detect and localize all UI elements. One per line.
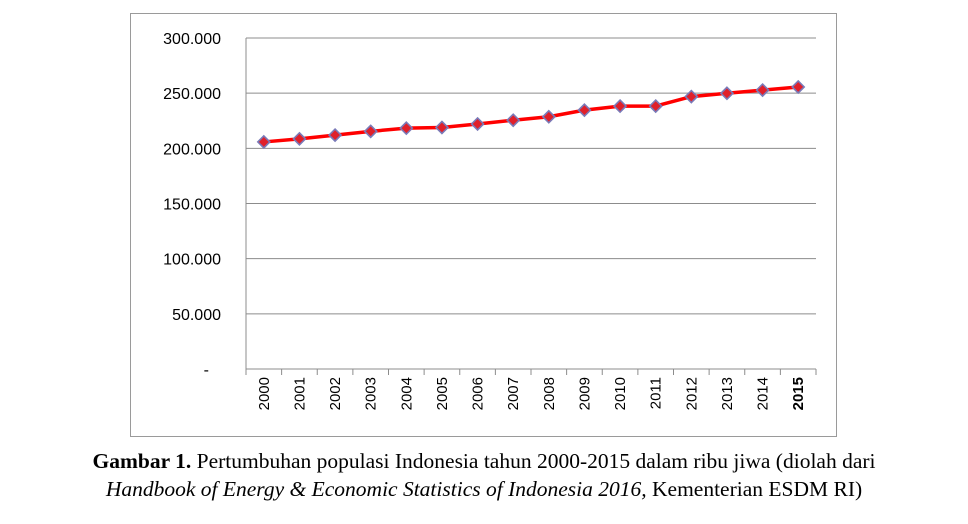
population-line-chart: 300.000 250.000 200.000 150.000 100.000 50.00… [163, 31, 817, 410]
y-tick-label: - [204, 362, 209, 379]
data-point-marker [256, 134, 271, 150]
caption-text: Pertumbuhan populasi Indonesia tahun 200… [191, 449, 876, 473]
caption-line-1: Gambar 1. Pertumbuhan populasi Indonesia… [0, 447, 968, 475]
data-point-marker [684, 89, 699, 104]
figure-caption: Gambar 1. Pertumbuhan populasi Indonesia… [0, 447, 968, 503]
x-tick-label: 2014 [755, 377, 772, 410]
y-tick-label: 100.000 [163, 252, 221, 269]
y-tick-label: 200.000 [163, 141, 221, 158]
data-point-marker [434, 120, 450, 135]
x-tick-label: 2012 [683, 377, 700, 410]
y-tick-label: 300.000 [163, 31, 221, 48]
data-point-marker [399, 121, 414, 136]
data-point-marker [755, 82, 770, 98]
data-point-marker [541, 109, 556, 124]
y-tick-label: 150.000 [163, 197, 221, 214]
caption-label: Gambar 1. [92, 449, 192, 473]
data-point-marker [719, 86, 735, 101]
x-tick-label: 2013 [719, 377, 736, 410]
x-tick-label: 2005 [434, 377, 451, 410]
data-point-marker [506, 113, 521, 128]
data-point-marker [791, 79, 806, 95]
y-tick-label: 50.000 [172, 307, 221, 324]
x-tick-label: 2003 [363, 377, 380, 410]
x-tick-label: 2007 [505, 377, 522, 410]
data-point-marker [327, 127, 343, 143]
x-tick-label: 2008 [541, 377, 558, 410]
x-tick-label: 2006 [470, 377, 487, 410]
caption-line-2: Handbook of Energy & Economic Statistics… [0, 475, 968, 503]
x-tick-label: 2004 [398, 377, 415, 410]
data-point-marker [470, 116, 485, 132]
chart-frame: 300.000 250.000 200.000 150.000 100.000 50.00… [130, 13, 837, 437]
x-tick-label: 2002 [327, 377, 344, 410]
x-tick-label: 2009 [576, 377, 593, 410]
x-tick-label: 2000 [256, 377, 273, 410]
y-tick-label: 250.000 [163, 86, 221, 103]
data-point-marker [612, 98, 628, 114]
x-tick-label: 2015 [790, 377, 807, 410]
data-point-marker [363, 124, 378, 139]
series-line [263, 85, 799, 144]
caption-source-title: Handbook of Energy & Economic Statistics… [105, 477, 647, 501]
data-point-marker [648, 98, 663, 114]
data-point-marker [292, 131, 307, 146]
caption-source-publisher: Kementerian ESDM RI) [646, 477, 863, 501]
x-tick-label: 2001 [291, 377, 308, 410]
x-tick-label: 2011 [648, 377, 665, 409]
x-tick-label: 2010 [612, 377, 629, 410]
data-point-marker [577, 103, 592, 118]
